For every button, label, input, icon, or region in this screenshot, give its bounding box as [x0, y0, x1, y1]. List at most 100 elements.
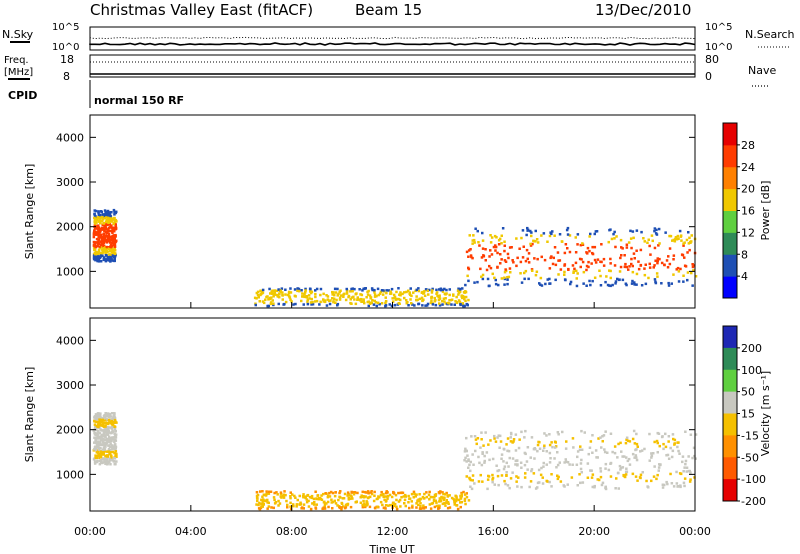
heatmap-cell	[431, 287, 434, 291]
heatmap-cell	[109, 245, 112, 248]
heatmap-cell	[461, 302, 465, 305]
heatmap-cell	[579, 243, 583, 247]
heatmap-cell	[111, 236, 114, 239]
heatmap-cell	[556, 474, 559, 477]
heatmap-cell	[571, 463, 574, 466]
heatmap-cell	[393, 502, 397, 506]
heatmap-cell	[267, 298, 270, 301]
heatmap-cell	[110, 431, 113, 434]
heatmap-cell	[520, 485, 523, 489]
heatmap-cell	[368, 294, 372, 297]
heatmap-cell	[391, 297, 394, 300]
heatmap-cell	[578, 257, 582, 261]
heatmap-cell	[401, 292, 404, 296]
heatmap-cell	[438, 499, 442, 502]
heatmap-cell	[96, 227, 100, 231]
heatmap-cell	[311, 502, 314, 505]
heatmap-cell	[102, 247, 105, 250]
heatmap-cell	[556, 451, 559, 454]
heatmap-cell	[93, 254, 96, 257]
heatmap-cell	[525, 460, 529, 463]
heatmap-cell	[385, 490, 388, 493]
heatmap-cell	[464, 456, 467, 460]
heatmap-cell	[458, 300, 462, 304]
heatmap-cell	[98, 435, 101, 438]
heatmap-cell	[441, 497, 444, 500]
heatmap-cell	[606, 451, 609, 454]
heatmap-cell	[653, 229, 656, 233]
heatmap-cell	[364, 505, 367, 509]
heatmap-cell	[439, 288, 443, 292]
heatmap-cell	[430, 291, 434, 294]
heatmap-cell	[93, 441, 96, 444]
heatmap-cell	[404, 493, 407, 497]
heatmap-cell	[467, 279, 470, 283]
heatmap-cell	[438, 302, 441, 305]
heatmap-cell	[393, 303, 397, 307]
heatmap-cell	[490, 253, 494, 256]
y-axis-title: Slant Range [km]	[23, 367, 36, 463]
heatmap-cell	[473, 482, 476, 485]
heatmap-cell	[368, 495, 372, 499]
heatmap-cell	[419, 505, 422, 508]
heatmap-cell	[414, 495, 417, 498]
heatmap-cell	[108, 216, 111, 220]
heatmap-cell	[358, 288, 361, 291]
heatmap-cell	[530, 268, 534, 271]
heatmap-cell	[542, 461, 545, 465]
heatmap-cell	[254, 303, 257, 307]
heatmap-cell	[99, 441, 102, 444]
heatmap-cell	[404, 504, 407, 508]
heatmap-cell	[523, 436, 526, 439]
heatmap-cell	[647, 276, 650, 280]
heatmap-cell	[624, 473, 628, 476]
heatmap-cell	[114, 454, 117, 458]
heatmap-cell	[466, 303, 469, 307]
heatmap-cell	[465, 460, 468, 463]
heatmap-cell	[113, 440, 116, 444]
heatmap-cell	[112, 237, 116, 241]
heatmap-cell	[423, 492, 426, 496]
heatmap-cell	[503, 249, 506, 253]
heatmap-cell	[104, 421, 107, 425]
heatmap-cell	[417, 287, 420, 290]
heatmap-cell	[435, 288, 438, 292]
heatmap-cell	[639, 263, 643, 267]
heatmap-cell	[335, 298, 338, 302]
heatmap-cell	[536, 241, 540, 244]
colorbar-swatch	[723, 369, 737, 393]
heatmap-cell	[669, 234, 673, 238]
heatmap-cell	[689, 240, 692, 244]
heatmap-cell	[94, 437, 97, 440]
heatmap-cell	[365, 296, 368, 299]
heatmap-cell	[623, 455, 626, 458]
heatmap-cell	[425, 304, 429, 307]
heatmap-cell	[635, 249, 638, 252]
heatmap-cell	[540, 234, 543, 237]
heatmap-cell	[684, 459, 688, 463]
heatmap-cell	[518, 247, 521, 250]
heatmap-cell	[525, 248, 529, 252]
heatmap-cell	[95, 415, 98, 419]
heatmap-cell	[106, 212, 109, 215]
heatmap-cell	[631, 270, 635, 274]
heatmap-cell	[651, 239, 654, 243]
heatmap-cell	[546, 480, 549, 483]
heatmap-cell	[98, 420, 102, 423]
heatmap-cell	[418, 493, 421, 496]
heatmap-cell	[457, 498, 461, 502]
heatmap-cell	[673, 240, 677, 243]
heatmap-cell	[114, 235, 117, 238]
heatmap-cell	[632, 252, 636, 255]
heatmap-cell	[635, 432, 638, 436]
heatmap-cell	[101, 219, 104, 223]
heatmap-cell	[337, 292, 340, 296]
heatmap-cell	[676, 485, 679, 488]
heatmap-cell	[653, 246, 657, 250]
heatmap-cell	[524, 259, 528, 263]
heatmap-cell	[387, 504, 390, 507]
heatmap-cell	[608, 269, 611, 272]
heatmap-cell	[503, 283, 506, 286]
heatmap-cell	[676, 441, 679, 444]
